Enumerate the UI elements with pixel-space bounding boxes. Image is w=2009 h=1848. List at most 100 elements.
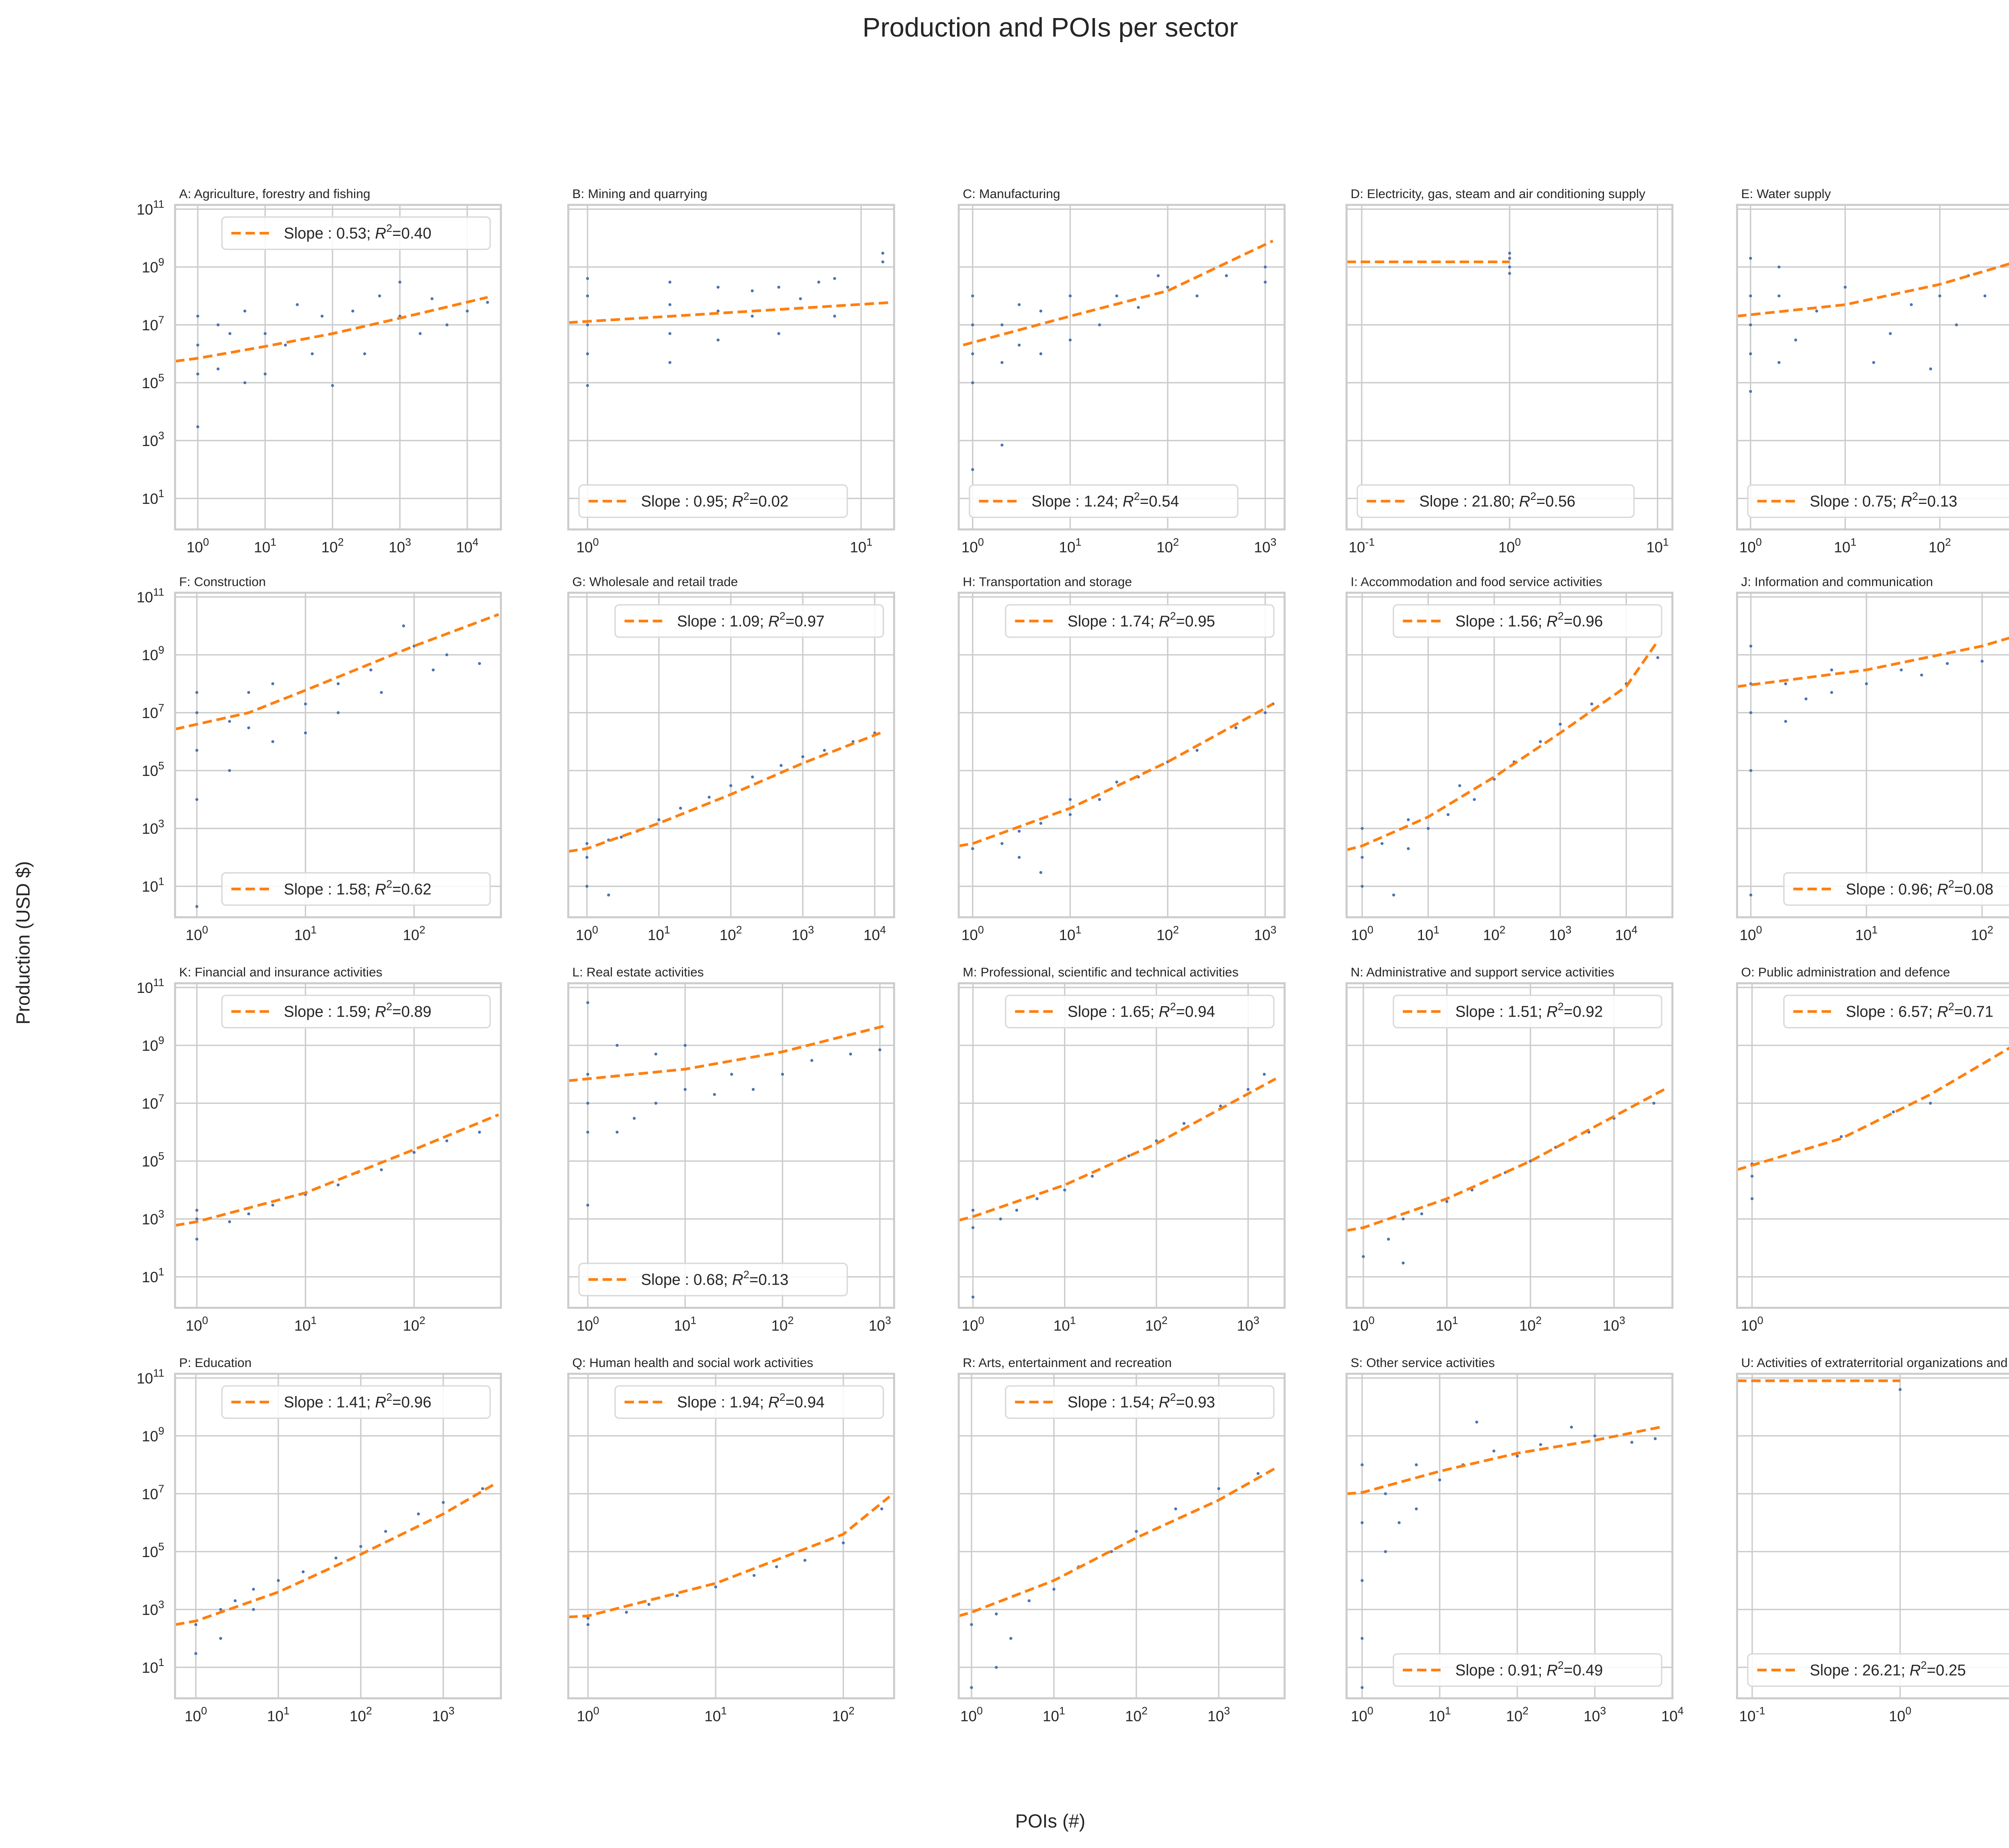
y-tick-label: 101 — [142, 875, 164, 895]
y-tick-label: 101 — [142, 487, 164, 507]
data-point — [586, 1203, 589, 1207]
subplot-g: 100 101 102 103 104 G: Wholesale and retail t… — [567, 574, 895, 943]
data-point — [378, 294, 381, 298]
axes-frame — [174, 982, 502, 1309]
x-tick-label: 102 — [771, 1314, 794, 1334]
legend-box — [1747, 1653, 2009, 1687]
data-point — [320, 315, 324, 318]
fit-line — [1346, 1426, 1661, 1495]
data-point — [971, 468, 974, 471]
y-tick-label: 105 — [142, 1150, 164, 1170]
data-point — [445, 1139, 448, 1142]
data-point — [1888, 332, 1892, 335]
data-point — [1407, 818, 1410, 821]
data-point — [586, 384, 589, 387]
data-point — [1492, 1449, 1495, 1453]
data-point — [1777, 265, 1781, 269]
data-point — [1127, 1154, 1130, 1158]
axes-frame — [567, 591, 895, 919]
data-point — [751, 315, 754, 318]
data-point — [1000, 842, 1004, 845]
data-point — [252, 1608, 255, 1611]
axes-frame — [1736, 591, 2009, 919]
data-point — [585, 842, 589, 845]
data-point — [970, 1686, 973, 1689]
data-point — [586, 1101, 589, 1105]
plot-area — [1737, 593, 2009, 917]
data-point — [228, 769, 231, 772]
y-tick-label: 103 — [142, 430, 164, 449]
data-point — [1458, 784, 1461, 787]
x-tick-label: 102 — [321, 536, 344, 556]
axes-frame — [957, 1373, 1286, 1700]
x-tick-label: 103 — [432, 1705, 454, 1725]
data-point — [1865, 682, 1868, 686]
data-point — [881, 260, 884, 264]
axes-frame — [567, 1373, 895, 1700]
data-point — [1017, 855, 1021, 859]
subplot-title: F: Construction — [179, 574, 266, 589]
subplot-p: 101 103 105 107 109 1011 100 101 102 103 P: Educat… — [137, 1355, 502, 1725]
data-point — [1777, 294, 1781, 298]
data-point — [654, 1052, 657, 1056]
y-tick-label: 107 — [142, 702, 164, 721]
data-point — [994, 1666, 998, 1669]
data-point — [586, 1130, 589, 1134]
plot-area — [1346, 593, 1673, 917]
data-point — [1155, 1139, 1158, 1142]
data-point — [1750, 1197, 1754, 1200]
data-point — [1017, 344, 1021, 347]
data-point — [675, 1594, 679, 1597]
data-point — [195, 691, 198, 694]
data-point — [1539, 1443, 1542, 1446]
data-point — [228, 1220, 231, 1224]
data-point — [196, 372, 199, 376]
data-point — [625, 1611, 628, 1614]
data-point — [729, 784, 732, 787]
data-point — [1246, 1088, 1250, 1091]
data-point — [586, 1623, 590, 1626]
data-point — [751, 289, 754, 293]
data-point — [803, 1559, 806, 1562]
legend: Slope : 0.91; R2=0.49 — [1393, 1653, 1663, 1687]
y-tick-label: 107 — [142, 314, 164, 334]
y-tick-label: 1011 — [137, 586, 164, 606]
subplot-n: 100 101 102 103 N: Administrative and suppor… — [1345, 965, 1673, 1334]
legend: Slope : 1.51; R2=0.92 — [1393, 995, 1663, 1029]
subplot-u: 10-1100101U: Activities of extraterritor… — [1736, 1355, 2009, 1724]
data-point — [654, 1101, 657, 1105]
subplot-title: K: Financial and insurance activities — [179, 965, 383, 979]
x-tick-label: 102 — [720, 924, 742, 943]
data-point — [264, 372, 267, 376]
data-point — [1508, 252, 1511, 255]
legend: Slope : 0.68; R2=0.13 — [578, 1263, 848, 1297]
data-point — [833, 277, 836, 280]
data-point — [1749, 294, 1752, 298]
plot-area — [1737, 983, 2009, 1308]
x-tick-label: 101 — [1059, 536, 1082, 556]
data-point — [384, 1530, 387, 1533]
legend-label: Slope : 0.53; R2=0.40 — [284, 222, 431, 242]
data-point — [1063, 1188, 1066, 1192]
subplot-title: O: Public administration and defence — [1741, 965, 1950, 979]
fit-line — [1737, 1046, 2009, 1171]
data-point — [799, 297, 802, 301]
legend-box — [1005, 995, 1275, 1029]
data-point — [442, 1501, 445, 1504]
data-point — [1830, 691, 1833, 694]
data-point — [1387, 1238, 1390, 1241]
data-point — [1630, 1441, 1634, 1444]
x-tick-label: 104 — [456, 536, 479, 556]
subplot-title: D: Electricity, gas, steam and air condi… — [1350, 186, 1645, 201]
y-tick-label: 103 — [142, 817, 164, 837]
x-tick-label: 104 — [863, 924, 886, 943]
axes-frame — [1736, 1373, 2009, 1700]
x-tick-label: 100 — [577, 1314, 599, 1334]
data-point — [1039, 352, 1043, 356]
data-point — [1256, 1472, 1260, 1475]
y-tick-label: 1011 — [137, 198, 164, 218]
legend-box — [1005, 1385, 1275, 1419]
x-tick-label: 103 — [1254, 924, 1277, 943]
x-tick-label: 101 — [648, 924, 670, 943]
x-tick-label: 102 — [1145, 1314, 1168, 1334]
